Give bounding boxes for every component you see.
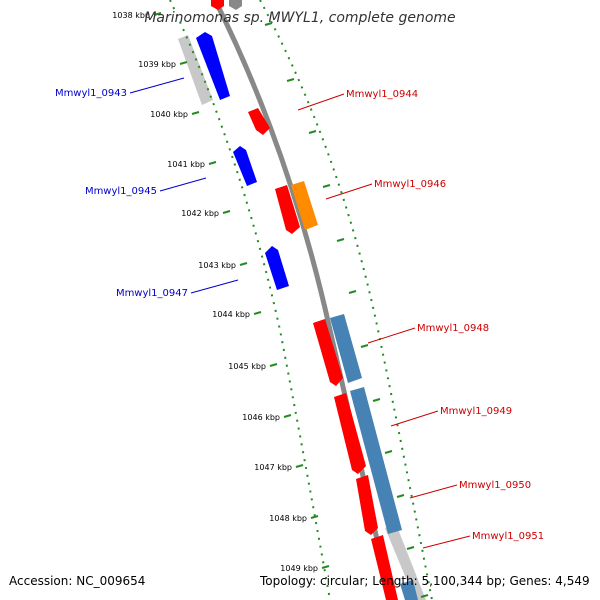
label-leader-lines [129,77,471,549]
leader-0946 [325,183,373,200]
background-features [178,35,426,600]
tick-mark [179,61,188,65]
tick-label: 1039 kbp [138,60,176,69]
tick-mark [310,515,319,519]
gene-top-1-glyph[interactable] [211,0,224,10]
tick-label: 1044 kbp [212,310,250,319]
Mmwyl1_0946-glyph[interactable] [275,185,300,234]
steelblue-feature-glyph-3[interactable] [400,580,418,600]
tick-mark [253,311,262,315]
outer-tick-mark [406,546,415,550]
leader-0950 [409,484,458,499]
Mmwyl1_0945-glyph[interactable] [233,146,257,186]
outer-tick-mark [336,238,345,242]
tick-label: 1040 kbp [150,110,188,119]
Mmwyl1_0944-glyph[interactable] [248,108,270,135]
gene-label[interactable]: Mmwyl1_0947 [116,288,188,299]
tick-label: 1047 kbp [254,463,292,472]
gene-label[interactable]: Mmwyl1_0946 [374,179,446,190]
orange-feature-glyph[interactable] [291,181,318,230]
gene-label[interactable]: Mmwyl1_0950 [459,480,531,491]
Mmwyl1_0948-glyph[interactable] [313,319,343,386]
accession-text: Accession: NC_009654 [9,574,146,588]
tick-label: 1049 kbp [280,564,318,573]
outer-tick-mark [360,344,369,348]
outer-tick-mark [396,494,405,498]
tick-mark [239,262,248,266]
steelblue-feature-glyph-2[interactable] [350,387,402,534]
tick-mark [283,414,292,418]
tick-label: 1043 kbp [198,261,236,270]
gene-label[interactable]: Mmwyl1_0949 [440,406,512,417]
outer-tick-mark [348,290,357,294]
gene-label[interactable]: Mmwyl1_0945 [85,186,157,197]
tick-label: 1042 kbp [181,209,219,218]
tick-label: 1045 kbp [228,362,266,371]
gene-label[interactable]: Mmwyl1_0951 [472,531,544,542]
gene-labels: Mmwyl1_0943 Mmwyl1_0944 Mmwyl1_0945 Mmwy… [55,88,544,542]
tick-label: 1046 kbp [242,413,280,422]
outer-tick-mark [286,78,295,82]
topology-text: Topology: circular; Length: 5,100,344 bp… [260,574,590,588]
tick-mark [222,210,231,214]
tick-mark [208,161,217,165]
grey-feature-lower [385,524,426,600]
tick-mark [295,464,304,468]
steelblue-feature-glyph-1[interactable] [330,314,362,383]
leader-0944 [297,93,345,111]
inner-dotted-ring [169,0,331,600]
tick-label: 1048 kbp [269,514,307,523]
tick-mark [153,12,162,16]
tick-label: 1038 kbp [112,11,150,20]
tick-mark [269,363,278,367]
leader-0943 [129,77,185,94]
leader-0948 [367,327,416,344]
tick-label: 1041 kbp [167,160,205,169]
outer-tick-mark [322,184,331,188]
Mmwyl1_0949-glyph[interactable] [334,393,366,474]
leader-0947 [190,279,239,294]
Mmwyl1_0951-glyph[interactable] [371,535,398,600]
gene-label[interactable]: Mmwyl1_0943 [55,88,127,99]
outer-tick-mark [384,450,393,454]
outer-tick-mark [420,594,429,598]
tick-group: 1038 kbp 1039 kbp 1040 kbp 1041 kbp 1042 kbp… [112,11,429,598]
tick-mark [191,111,200,115]
grey-feature-upper [178,35,213,105]
leader-0945 [159,177,207,192]
tick-mark [321,565,330,569]
gene-group [196,0,418,600]
outer-tick-mark [264,22,273,26]
gene-label[interactable]: Mmwyl1_0948 [417,323,489,334]
leader-0951 [422,535,471,549]
outer-tick-mark [308,130,317,134]
Mmwyl1_0943-glyph[interactable] [196,32,230,100]
leader-0949 [390,410,439,427]
outer-tick-mark [372,398,381,402]
gene-label[interactable]: Mmwyl1_0944 [346,89,418,100]
Mmwyl1_0950-glyph[interactable] [356,475,378,535]
Mmwyl1_0947-glyph[interactable] [265,246,289,290]
gene-top-2-glyph[interactable] [229,0,242,10]
map-title: Marinomonas sp. MWYL1, complete genome [144,10,455,26]
